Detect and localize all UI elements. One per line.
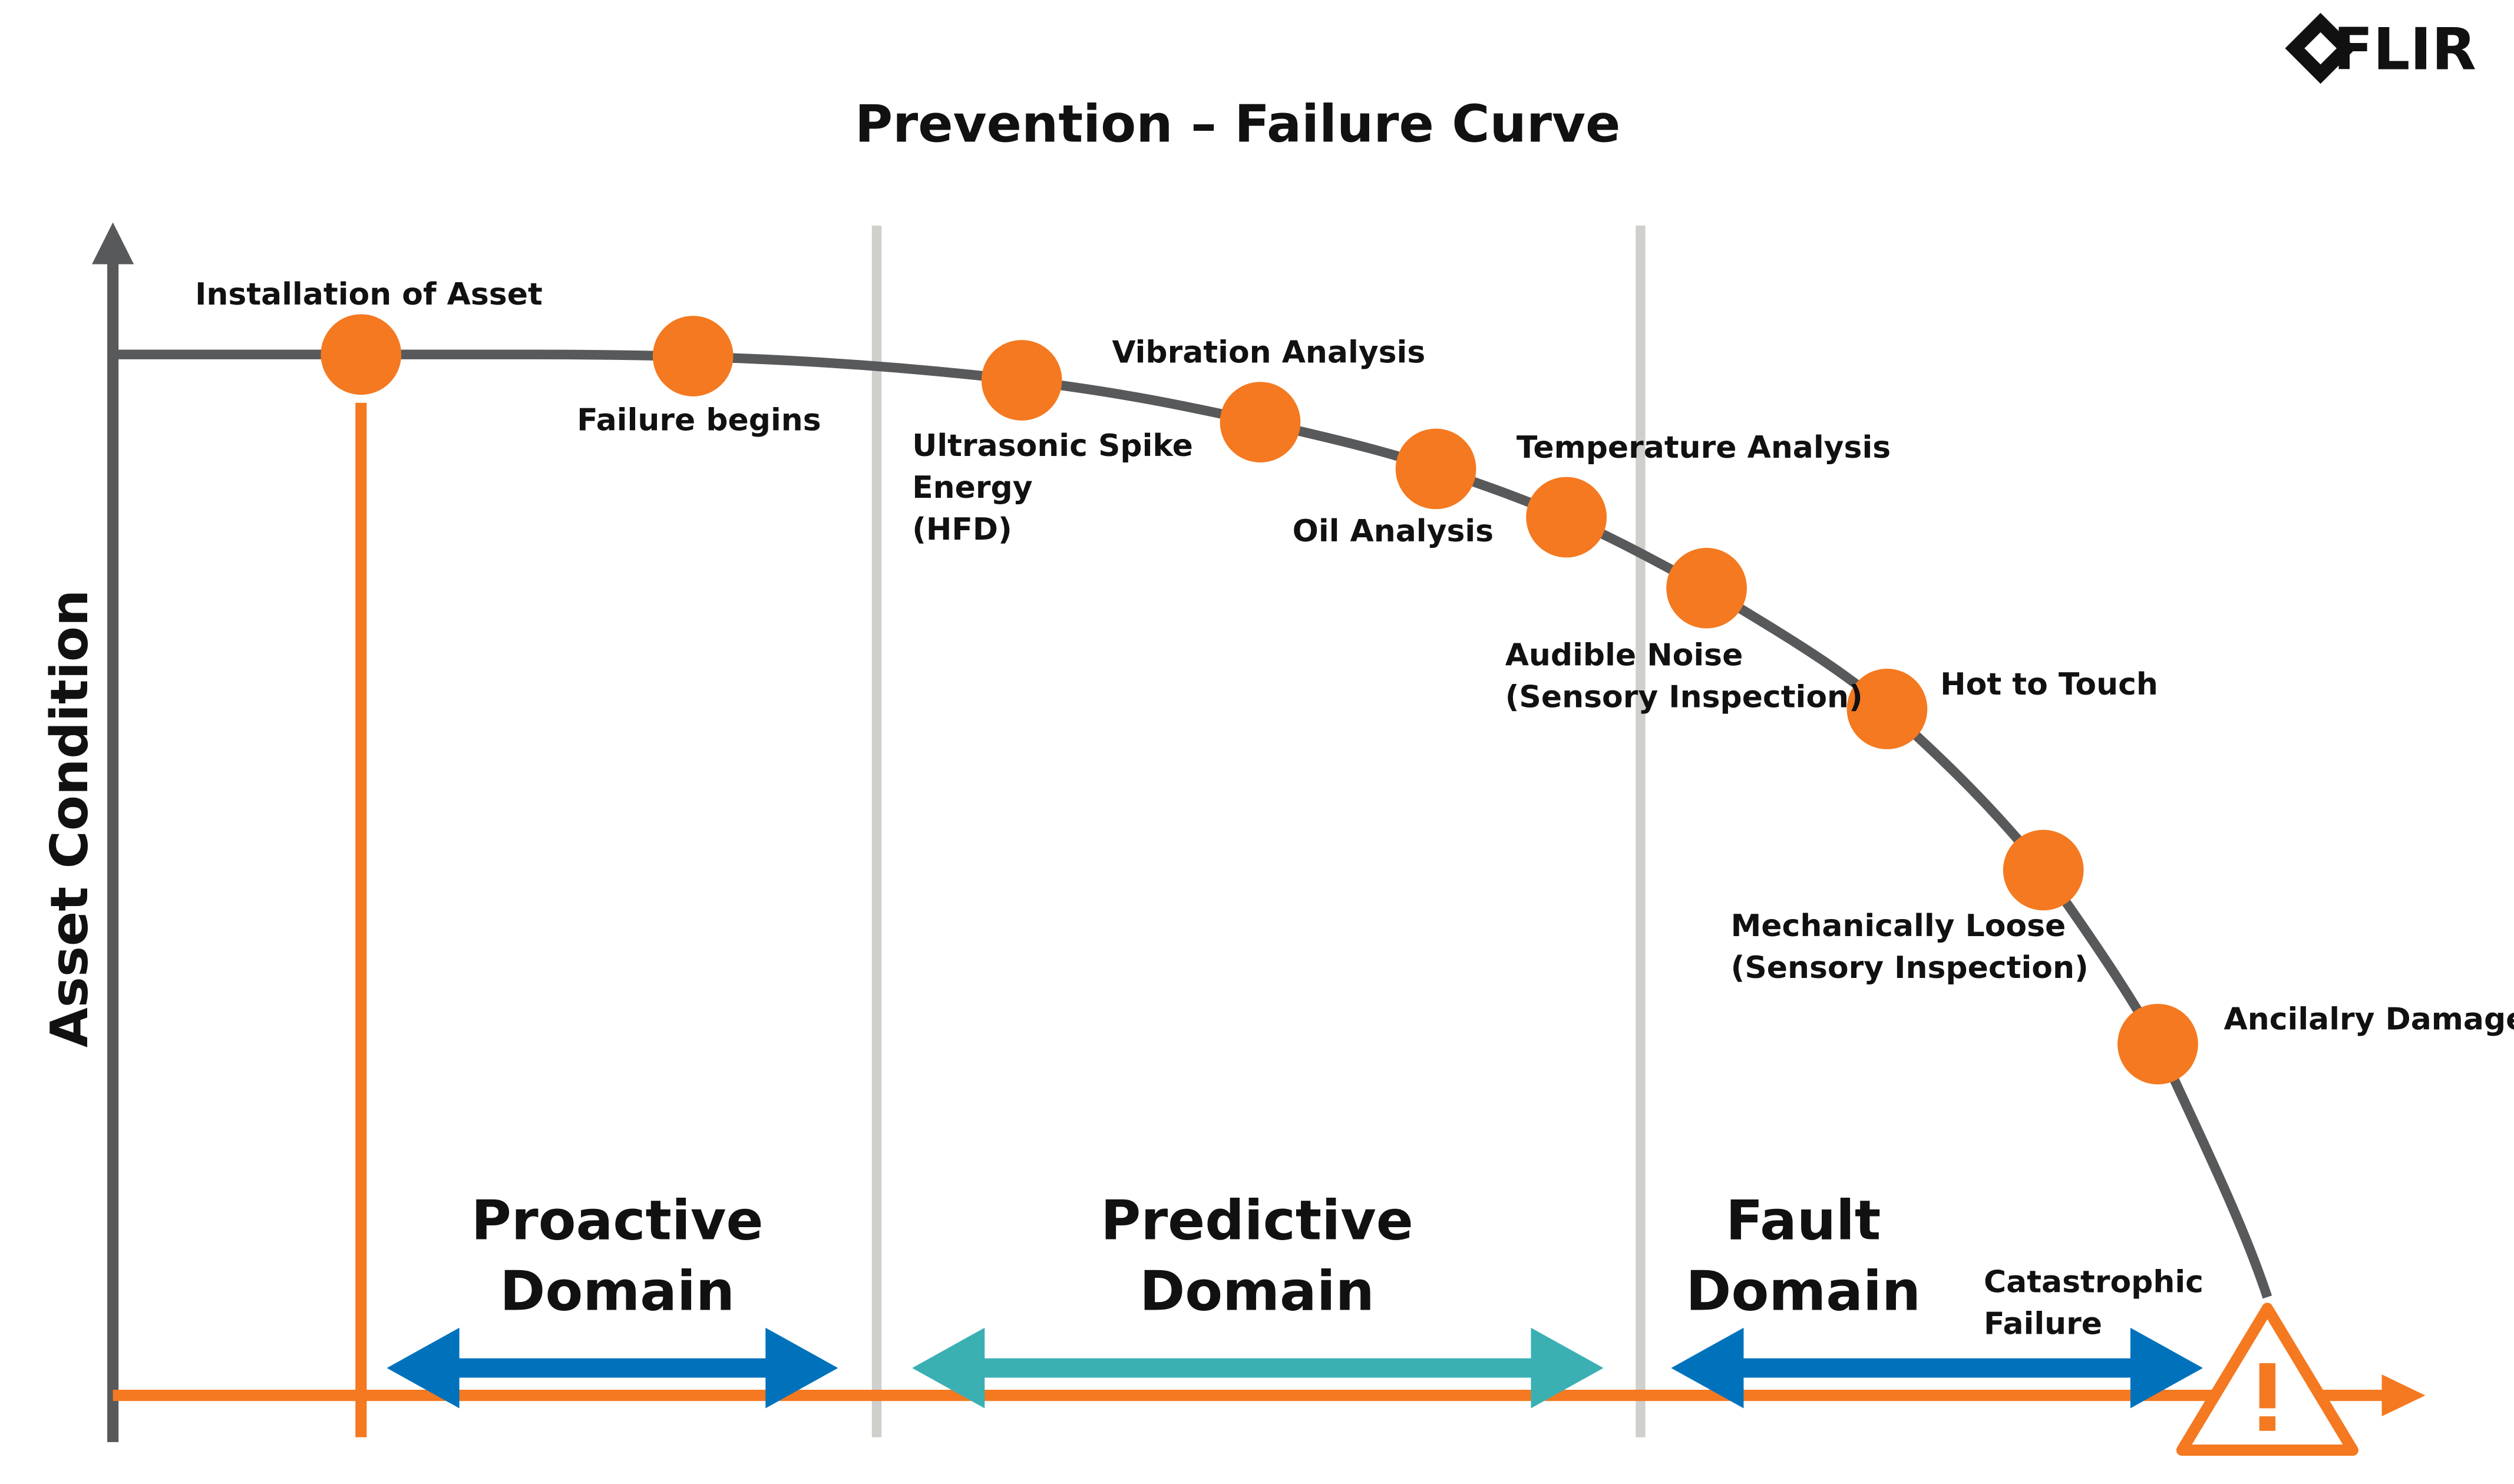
point (1666, 547, 1747, 629)
logo: FLIR (2285, 12, 2476, 84)
point (1526, 477, 1607, 558)
point (2003, 829, 2084, 911)
point-label: Failure (1984, 1307, 2102, 1342)
logo-text: FLIR (2334, 16, 2476, 84)
warning-icon (2176, 1303, 2358, 1456)
point-label: Oil Analysis (1293, 514, 1494, 549)
domain-arrow (912, 1327, 1604, 1409)
point-label: (HFD) (912, 512, 1012, 547)
logo-mark (2285, 12, 2356, 84)
y-axis-arrow (92, 222, 134, 265)
domain-label: Domain (1139, 1260, 1375, 1323)
point (1846, 669, 1928, 749)
domain-label: Predictive (1101, 1188, 1413, 1252)
point-label: Temperature Analysis (1517, 430, 1891, 465)
domain-arrow (386, 1327, 838, 1409)
warning-bar (2259, 1363, 2276, 1409)
arrow-shaft (974, 1358, 1540, 1378)
point (652, 316, 734, 396)
x-axis-arrow (2381, 1374, 2426, 1417)
domain-label: Fault (1726, 1188, 1881, 1252)
point (981, 340, 1062, 421)
failure-curve (113, 349, 2272, 1299)
point-label: Energy (912, 470, 1032, 505)
point-label: Catastrophic (1984, 1265, 2204, 1300)
y-axis-label: Asset Condition (39, 590, 100, 1047)
point (1220, 382, 1301, 462)
point-label: Failure begins (577, 402, 821, 438)
point-label: Mechanically Loose (1731, 908, 2066, 944)
point-label: Vibration Analysis (1112, 335, 1425, 370)
point-label: Ancilalry Damage (2224, 1002, 2514, 1037)
domain-label: Domain (500, 1260, 735, 1323)
point (321, 314, 402, 395)
point-label: (Sensory Inspection) (1505, 680, 1863, 715)
point (1395, 428, 1476, 510)
arrow-heads (912, 1327, 1604, 1409)
warning-dot (2259, 1416, 2276, 1431)
domain-label: Proactive (471, 1188, 764, 1252)
arrow-shaft (1735, 1358, 2139, 1378)
point-label: Installation of Asset (195, 277, 543, 312)
point-label: Ultrasonic Spike (912, 428, 1193, 464)
point-label: Hot to Touch (1940, 667, 2158, 702)
point-label: Audible Noise (1505, 638, 1743, 673)
point (2117, 1003, 2198, 1085)
point-label: (Sensory Inspection) (1731, 950, 2089, 986)
domain-label: Domain (1686, 1260, 1921, 1323)
title: Prevention – Failure Curve (855, 94, 1620, 154)
domain-arrow (1671, 1327, 2203, 1409)
points (321, 314, 2198, 1085)
arrow-shaft (451, 1358, 774, 1378)
